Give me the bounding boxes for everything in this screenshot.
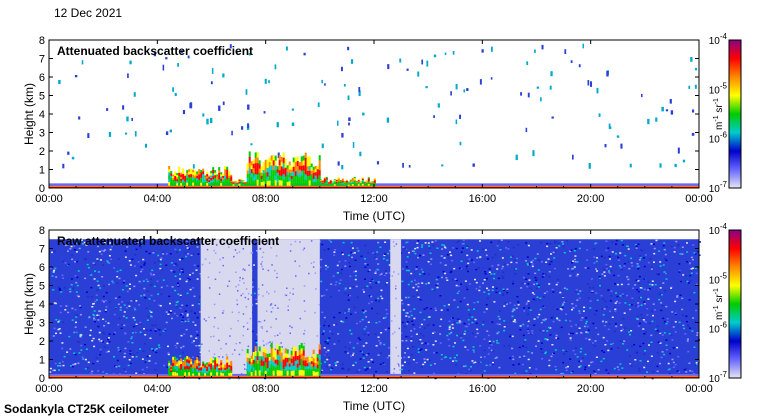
y-tick-label: 2: [39, 336, 45, 348]
y-tick-label: 0: [39, 183, 45, 195]
x-tick-label: 12:00: [360, 193, 388, 205]
y-tick-label: 4: [39, 109, 45, 121]
cloud-region: [246, 151, 321, 186]
y-tick-label: 5: [39, 91, 45, 103]
x-tick-label: 00:00: [685, 193, 713, 205]
y-tick-label: 1: [39, 165, 45, 177]
colorbar-tick-label: 10-6: [709, 321, 728, 336]
colorbar-bar: [728, 229, 742, 379]
colorbar-tick-label: 10-7: [709, 370, 728, 385]
colorbar-tick-label: 10-5: [709, 81, 728, 96]
plot-frame: [48, 39, 700, 189]
y-tick-label: 8: [39, 35, 45, 47]
heatmap-content: [49, 43, 699, 188]
y-tick-label: 6: [39, 72, 45, 84]
colorbar: 10-7 10-6 10-5 10-4 m-1 sr-1: [709, 32, 742, 195]
colorbar-unit-label: m-1 sr-1: [713, 98, 725, 130]
colorbar: 10-7 10-6 10-5 10-4 m-1 sr-1: [709, 222, 742, 385]
colorbar-tick-label: 10-7: [709, 180, 728, 195]
colorbar-tick-label: 10-4: [709, 222, 728, 237]
x-tick-label: 00:00: [35, 383, 63, 395]
y-tick-label: 7: [39, 244, 45, 256]
x-tick-label: 16:00: [469, 383, 497, 395]
quiet-gap: [390, 239, 402, 378]
x-tick-label: 12:00: [360, 383, 388, 395]
sparse-specks: [58, 43, 698, 170]
x-tick-label: 08:00: [252, 193, 280, 205]
x-tick-label: 20:00: [577, 193, 605, 205]
heatmap-content: [49, 239, 701, 380]
y-tick-label: 7: [39, 54, 45, 66]
colorbar-bar: [728, 39, 742, 189]
cloud-region: [168, 166, 233, 186]
panel-title: Raw attenuated backscatter coefficient: [57, 234, 279, 248]
x-axis-label: Time (UTC): [343, 209, 405, 223]
x-axis: 00:00 04:00 08:00 12:00 16:00 20:00 00:00 Time …: [35, 230, 713, 413]
y-axis: 0 1 2 3 4 5 6 7 8 Height (km): [22, 35, 699, 195]
colorbar-unit-label: m-1 sr-1: [713, 288, 725, 320]
x-tick-label: 04:00: [144, 383, 172, 395]
y-tick-label: 2: [39, 146, 45, 158]
x-axis-label: Time (UTC): [343, 399, 405, 413]
gap-specks: [391, 241, 401, 374]
y-tick-label: 6: [39, 262, 45, 274]
x-tick-label: 00:00: [35, 193, 63, 205]
heatmap-panel-2: Raw attenuated backscatter coefficient 0 1…: [22, 222, 742, 413]
x-axis: 00:00 04:00 08:00 12:00 16:00 20:00 00:00 Time …: [35, 40, 713, 223]
colorbar-tick-label: 10-5: [709, 271, 728, 286]
y-tick-label: 4: [39, 299, 45, 311]
y-tick-label: 5: [39, 281, 45, 293]
x-tick-label: 04:00: [144, 193, 172, 205]
cloud-region: [246, 342, 321, 376]
y-axis: 0 1 2 3 4 5 6 7 8 Height (km): [22, 225, 699, 385]
colorbar-tick-label: 10-6: [709, 131, 728, 146]
y-tick-label: 1: [39, 355, 45, 367]
colorbar-tick-label: 10-4: [709, 32, 728, 47]
y-tick-label: 0: [39, 373, 45, 385]
cloud-region: [319, 176, 376, 186]
y-axis-label: Height (km): [22, 273, 36, 335]
y-axis-label: Height (km): [22, 83, 36, 145]
x-tick-label: 16:00: [469, 193, 497, 205]
date-label: 12 Dec 2021: [54, 6, 123, 20]
gap-specks: [201, 240, 254, 378]
heatmap-panel-1: Attenuated backscatter coefficient 0 1 2 3 4 5…: [22, 32, 742, 223]
cloud-region: [230, 178, 249, 186]
y-tick-label: 3: [39, 318, 45, 330]
instrument-label: Sodankyla CT25K ceilometer: [4, 402, 169, 416]
x-tick-label: 08:00: [252, 383, 280, 395]
x-tick-label: 00:00: [685, 383, 713, 395]
y-tick-label: 3: [39, 128, 45, 140]
x-tick-label: 20:00: [577, 383, 605, 395]
cloud-region: [168, 356, 233, 376]
panel-title: Attenuated backscatter coefficient: [57, 44, 253, 58]
y-tick-label: 8: [39, 225, 45, 237]
